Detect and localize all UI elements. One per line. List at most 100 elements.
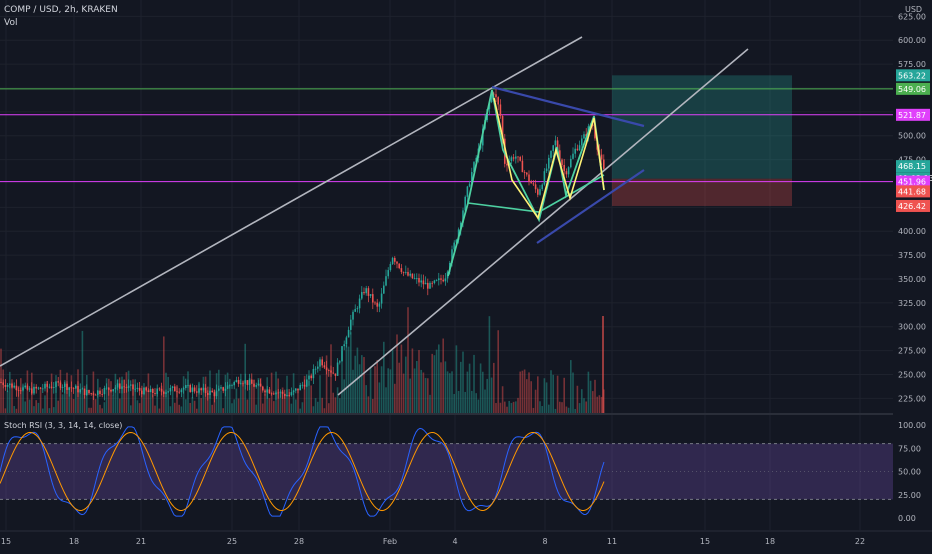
candle-body (273, 393, 275, 395)
time-tick-label: 21 (136, 537, 146, 546)
volume-bar (174, 402, 176, 413)
candle-body (594, 125, 596, 139)
volume-bar (112, 394, 114, 413)
candle-body (290, 392, 293, 396)
candle-body (64, 383, 66, 387)
volume-bar (24, 401, 26, 413)
volume-bar (594, 379, 596, 413)
volume-bar (482, 371, 484, 413)
volume-bar (15, 408, 18, 413)
candle-body (354, 309, 356, 312)
candle-body (358, 298, 361, 309)
volume-bar (325, 355, 328, 413)
candle-body (143, 387, 145, 395)
volume-bar (589, 380, 592, 413)
candle-body (154, 393, 156, 394)
candle-body (9, 383, 11, 385)
price-tag-label: 426.42 (898, 202, 926, 211)
candle-body (400, 268, 403, 272)
candle-body (581, 138, 583, 146)
candle-body (255, 385, 257, 387)
volume-bar (541, 406, 543, 413)
candle-body (471, 172, 473, 184)
candle-body (519, 157, 521, 161)
volume-bar (334, 397, 337, 413)
candle-body (295, 388, 297, 391)
volume-bar (20, 378, 22, 413)
candle-body (264, 390, 266, 393)
volume-bar (147, 373, 150, 413)
volume-bar (187, 371, 189, 413)
price-tag-label: 521.87 (898, 111, 926, 120)
price-tag-label: 468.15 (898, 162, 926, 171)
volume-bar (521, 370, 524, 413)
volume-bar (528, 372, 530, 413)
candle-body (407, 271, 409, 276)
volume-bar (101, 408, 103, 413)
candle-body (244, 380, 246, 384)
candle-body (86, 389, 88, 396)
volume-bar (26, 370, 29, 413)
price-tick-label: 500.00 (898, 132, 926, 141)
volume-bar (367, 396, 370, 413)
volume-bar (592, 391, 594, 413)
candle-body (57, 381, 59, 383)
volume-bar (295, 399, 297, 413)
candle-body (22, 387, 24, 391)
volume-bar (119, 398, 121, 413)
price-tag (896, 185, 930, 198)
candle-body (182, 388, 185, 390)
candle-body (178, 391, 180, 393)
candle-body (378, 303, 381, 307)
volume-bar (211, 404, 213, 413)
volume-bar (39, 388, 42, 413)
price-tag (896, 82, 930, 95)
candle-body (229, 385, 231, 387)
candle-body (116, 383, 119, 388)
candle-body (556, 140, 559, 151)
volume-bar (501, 386, 504, 413)
candle-body (563, 165, 565, 172)
volume-bar (152, 394, 154, 413)
candle-body (376, 302, 378, 307)
candle-body (455, 239, 458, 243)
volume-bar (354, 355, 356, 413)
candle-body (33, 386, 35, 394)
volume-bar (449, 373, 451, 413)
volume-bar (479, 363, 482, 413)
candle-body (552, 145, 554, 151)
candle-body (583, 134, 585, 139)
candle-body (565, 171, 568, 175)
volume-bar (570, 360, 572, 413)
volume-bar (123, 379, 125, 413)
price-tick-label: 350.00 (898, 275, 926, 284)
candle-body (394, 257, 396, 262)
candle-body (413, 278, 416, 279)
volume-bar (196, 408, 198, 413)
candle-body (334, 373, 337, 376)
candle-body (345, 337, 348, 345)
candle-body (237, 380, 240, 384)
candle-body (429, 282, 431, 289)
volume-bar (301, 402, 304, 413)
candle-body (499, 104, 502, 116)
volume-bar (50, 373, 53, 413)
volume-bar (407, 307, 409, 413)
candle-body (510, 157, 513, 162)
volume-bar (530, 381, 532, 413)
volume-bar (141, 385, 143, 413)
volume-bar (11, 382, 13, 413)
candle-body (559, 150, 561, 160)
symbol-title: COMP / USD, 2h, KRAKEN (4, 5, 118, 15)
volume-bar (446, 371, 449, 413)
volume-bar (64, 380, 66, 413)
volume-bar (281, 387, 284, 413)
candle-body (321, 359, 323, 366)
volume-bar (290, 403, 293, 413)
volume-bar (504, 401, 506, 413)
candle-body (15, 385, 18, 391)
volume-bar (424, 377, 427, 413)
